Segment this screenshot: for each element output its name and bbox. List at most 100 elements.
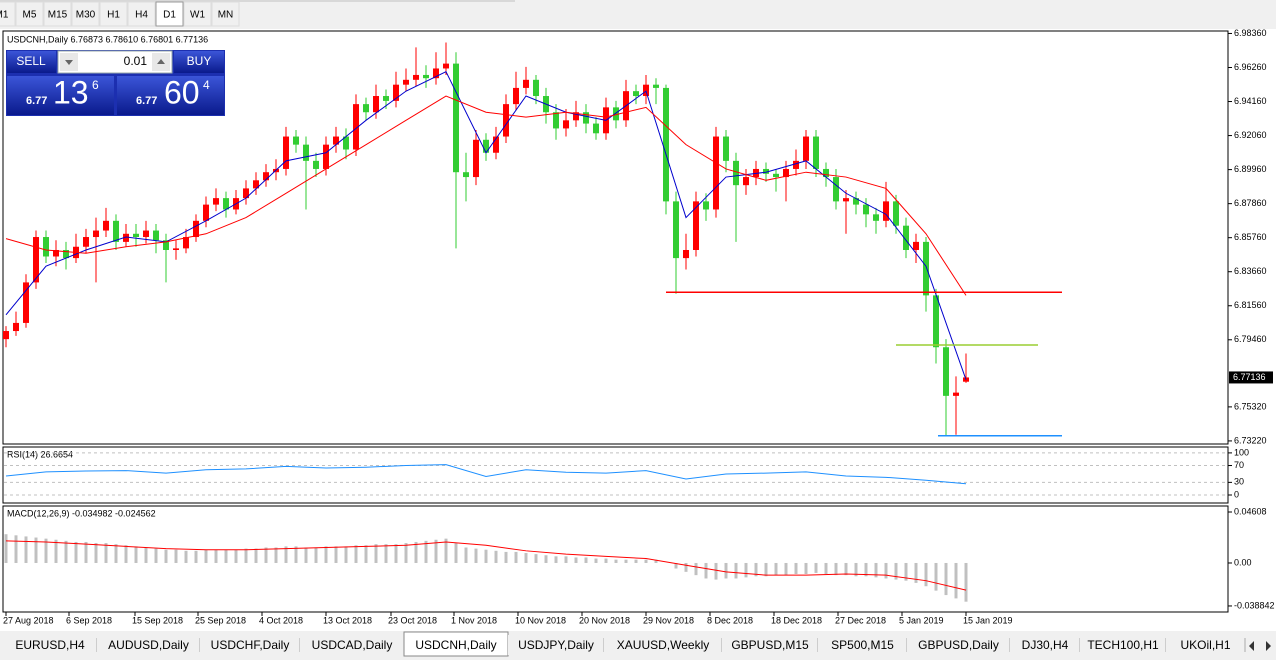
timeframe-label[interactable]: H4 bbox=[135, 10, 148, 21]
candle-body bbox=[783, 168, 789, 178]
y-tick-label: 6.83660 bbox=[1234, 266, 1267, 276]
tab-bar: EURUSD,H4 AUDUSD,Daily USDCHF,Daily USDCAD,… bbox=[0, 631, 1276, 660]
tab[interactable] bbox=[722, 635, 818, 655]
candle-body bbox=[703, 201, 709, 210]
tab[interactable] bbox=[1010, 635, 1080, 655]
timeframe-label[interactable]: H1 bbox=[107, 10, 120, 21]
buy-button[interactable] bbox=[174, 51, 224, 73]
lot-box[interactable] bbox=[57, 50, 173, 74]
timeframe-label[interactable]: M5 bbox=[23, 10, 37, 21]
macd-bar bbox=[334, 546, 338, 563]
sell-button[interactable] bbox=[7, 51, 56, 73]
tab-label[interactable]: EURUSD,H4 bbox=[15, 638, 85, 652]
macd-bar bbox=[684, 562, 688, 572]
candle-body bbox=[873, 214, 879, 221]
macd-bar bbox=[754, 562, 758, 577]
tab[interactable] bbox=[300, 635, 404, 655]
candle-body bbox=[403, 79, 409, 85]
candle-body bbox=[383, 96, 389, 101]
timeframe-label[interactable]: M1 bbox=[0, 10, 9, 21]
lot-value[interactable]: 0.01 bbox=[124, 54, 148, 68]
tab[interactable] bbox=[97, 635, 200, 655]
candle-body bbox=[893, 201, 899, 226]
tab-label[interactable]: USDJPY,Daily bbox=[518, 638, 594, 652]
tab-label[interactable]: DJ30,H4 bbox=[1022, 638, 1069, 652]
timeframe-button[interactable] bbox=[0, 1, 16, 27]
macd-bar bbox=[914, 562, 918, 583]
candle-body bbox=[23, 282, 29, 323]
timeframe-label[interactable]: W1 bbox=[190, 10, 205, 21]
tab-label[interactable]: GBPUSD,Daily bbox=[918, 638, 999, 652]
timeframe-button[interactable] bbox=[183, 1, 212, 27]
candle-body bbox=[643, 84, 649, 97]
timeframe-label[interactable]: M30 bbox=[76, 10, 96, 21]
tab-label[interactable]: AUDUSD,Daily bbox=[108, 638, 189, 652]
timeframe-button[interactable] bbox=[71, 1, 100, 27]
tab[interactable] bbox=[1080, 635, 1166, 655]
candle-body bbox=[763, 168, 769, 174]
candle-body bbox=[503, 104, 509, 137]
timeframe-button[interactable] bbox=[127, 1, 156, 27]
tab-label[interactable]: TECH100,H1 bbox=[1087, 638, 1159, 652]
tab[interactable] bbox=[604, 635, 722, 655]
tab-label[interactable]: XAUUSD,Weekly bbox=[617, 638, 709, 652]
candle-body bbox=[883, 201, 889, 221]
y-tick-label: 6.79460 bbox=[1234, 334, 1267, 344]
macd-bar bbox=[114, 544, 118, 563]
ask-box[interactable] bbox=[117, 76, 224, 115]
y-tick-label: 6.75320 bbox=[1234, 401, 1267, 411]
tab[interactable] bbox=[818, 635, 907, 655]
x-tick-label: 13 Oct 2018 bbox=[323, 615, 372, 625]
candle-body bbox=[913, 241, 919, 250]
candle-body bbox=[343, 136, 349, 150]
timeframe-button[interactable] bbox=[211, 1, 240, 27]
x-tick-label: 4 Oct 2018 bbox=[259, 615, 303, 625]
x-tick-label: 8 Dec 2018 bbox=[707, 615, 753, 625]
tab-label[interactable]: USDCNH,Daily bbox=[415, 638, 496, 652]
timeframe-button[interactable] bbox=[43, 1, 72, 27]
sell-label[interactable]: SELL bbox=[16, 54, 46, 68]
timeframe-label[interactable]: D1 bbox=[163, 10, 176, 21]
ask-big: 6.77 bbox=[136, 95, 157, 107]
tab-scroll[interactable] bbox=[1249, 641, 1271, 651]
candle-body bbox=[303, 144, 309, 161]
timeframe-button[interactable] bbox=[15, 1, 44, 27]
y-tick-label: 70 bbox=[1234, 460, 1244, 470]
tab-label[interactable]: USDCAD,Daily bbox=[312, 638, 393, 652]
tab-label[interactable]: UKOil,H1 bbox=[1180, 638, 1230, 652]
macd-bar bbox=[184, 550, 188, 563]
tab[interactable] bbox=[1166, 635, 1245, 655]
tab[interactable] bbox=[403, 631, 509, 657]
timeframe-label[interactable]: MN bbox=[218, 10, 234, 21]
buy-label[interactable]: BUY bbox=[187, 54, 212, 68]
tab[interactable] bbox=[3, 635, 97, 655]
timeframe-label[interactable]: M15 bbox=[48, 10, 68, 21]
candle-body bbox=[653, 84, 659, 88]
bid-big: 6.77 bbox=[26, 95, 47, 107]
candle-body bbox=[953, 392, 959, 396]
candle-body bbox=[363, 104, 369, 113]
timeframe-button[interactable] bbox=[99, 1, 128, 27]
candle-body bbox=[823, 168, 829, 178]
y-tick-label: 6.98360 bbox=[1234, 28, 1267, 38]
bid-box[interactable] bbox=[7, 76, 114, 115]
candle-body bbox=[413, 74, 419, 80]
x-tick-label: 15 Sep 2018 bbox=[132, 615, 183, 625]
tab[interactable] bbox=[508, 635, 604, 655]
tab-label[interactable]: SP500,M15 bbox=[831, 638, 894, 652]
candle-body bbox=[773, 173, 779, 178]
tab[interactable] bbox=[200, 635, 300, 655]
x-tick-label: 1 Nov 2018 bbox=[451, 615, 497, 625]
macd-bar bbox=[84, 541, 88, 563]
x-tick-label: 6 Sep 2018 bbox=[66, 615, 112, 625]
candle-body bbox=[163, 240, 169, 250]
panel-title: RSI(14) 26.6654 bbox=[7, 449, 73, 459]
macd-bar bbox=[644, 559, 648, 563]
timeframe-button[interactable] bbox=[155, 1, 184, 27]
tab-label[interactable]: GBPUSD,M15 bbox=[731, 638, 809, 652]
macd-bar bbox=[894, 562, 898, 580]
macd-bar bbox=[104, 543, 108, 563]
tab-label[interactable]: USDCHF,Daily bbox=[211, 638, 290, 652]
tab[interactable] bbox=[907, 635, 1010, 655]
